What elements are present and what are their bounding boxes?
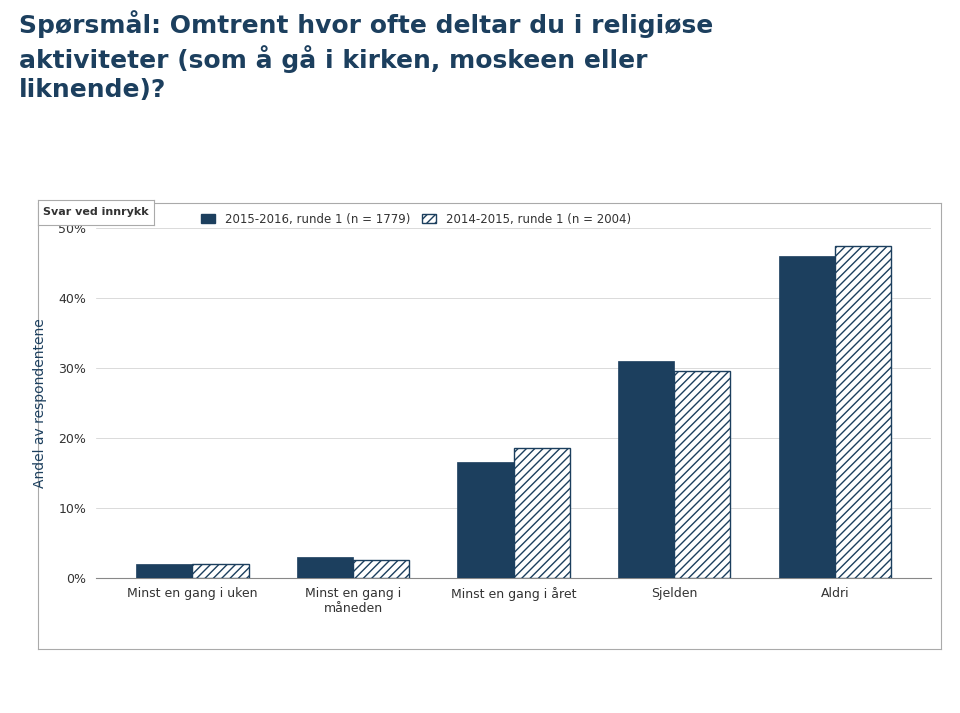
Bar [618, 361, 674, 578]
Y-axis label: Andel av respondentene: Andel av respondentene [34, 318, 47, 488]
Bar [674, 371, 731, 578]
Legend: 2015-2016, runde 1 (n = 1779), 2014-2015, runde 1 (n = 2004): 2015-2016, runde 1 (n = 1779), 2014-2015… [198, 209, 635, 229]
Text: Forsvarets
forskningsinstitutt: Forsvarets forskningsinstitutt [115, 670, 228, 699]
Bar [835, 245, 891, 578]
Bar [353, 560, 409, 578]
Text: Svar ved innrykk: Svar ved innrykk [43, 207, 149, 217]
Bar [297, 557, 353, 578]
Bar [779, 256, 835, 578]
Bar [457, 462, 514, 578]
Text: FFI: FFI [19, 674, 58, 694]
Text: Spørsmål: Omtrent hvor ofte deltar du i religiøse
aktiviteter (som å gå i kirken: Spørsmål: Omtrent hvor ofte deltar du i … [19, 10, 713, 102]
Bar [136, 563, 192, 578]
Bar [192, 563, 249, 578]
Bar [514, 448, 570, 578]
